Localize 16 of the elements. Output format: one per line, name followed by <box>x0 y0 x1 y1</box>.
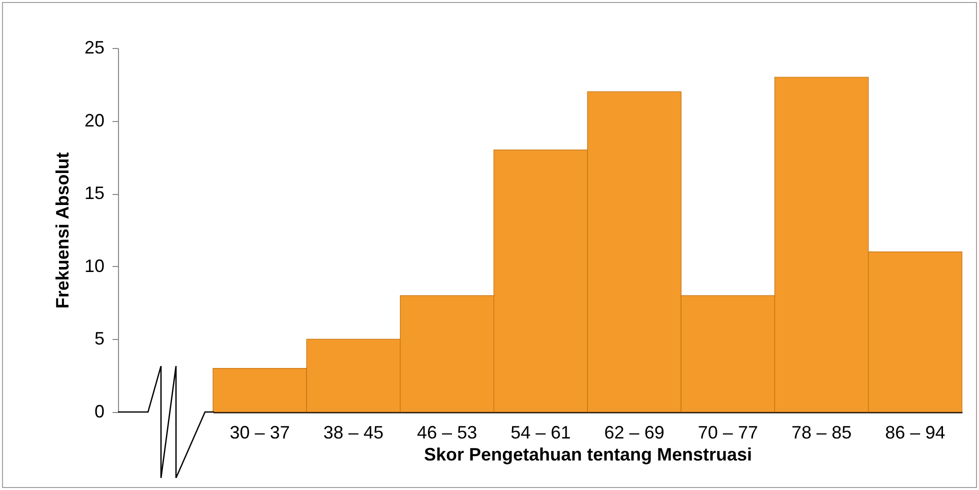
x-tick-label: 30 – 37 <box>230 422 290 442</box>
y-tick-label: 10 <box>84 256 104 276</box>
y-tick-label: 5 <box>94 328 104 349</box>
x-tick-label: 62 – 69 <box>604 422 664 442</box>
x-tick-label: 70 – 77 <box>698 422 758 442</box>
y-tick-label: 0 <box>94 402 104 422</box>
y-tick-label: 20 <box>84 110 104 130</box>
y-axis-title: Frekuensi Absolut <box>52 152 72 309</box>
x-tick-label: 38 – 45 <box>323 422 384 442</box>
y-tick-label: 15 <box>84 183 104 204</box>
x-tick-label: 54 – 61 <box>510 422 571 442</box>
x-tick-label: 78 – 85 <box>792 422 852 442</box>
x-tick-label: 86 – 94 <box>885 422 946 442</box>
y-tick-label: 25 <box>84 38 104 58</box>
x-tick-label: 46 – 53 <box>417 422 478 442</box>
x-axis-title: Skor Pengetahuan tentang Menstruasi <box>424 444 752 464</box>
